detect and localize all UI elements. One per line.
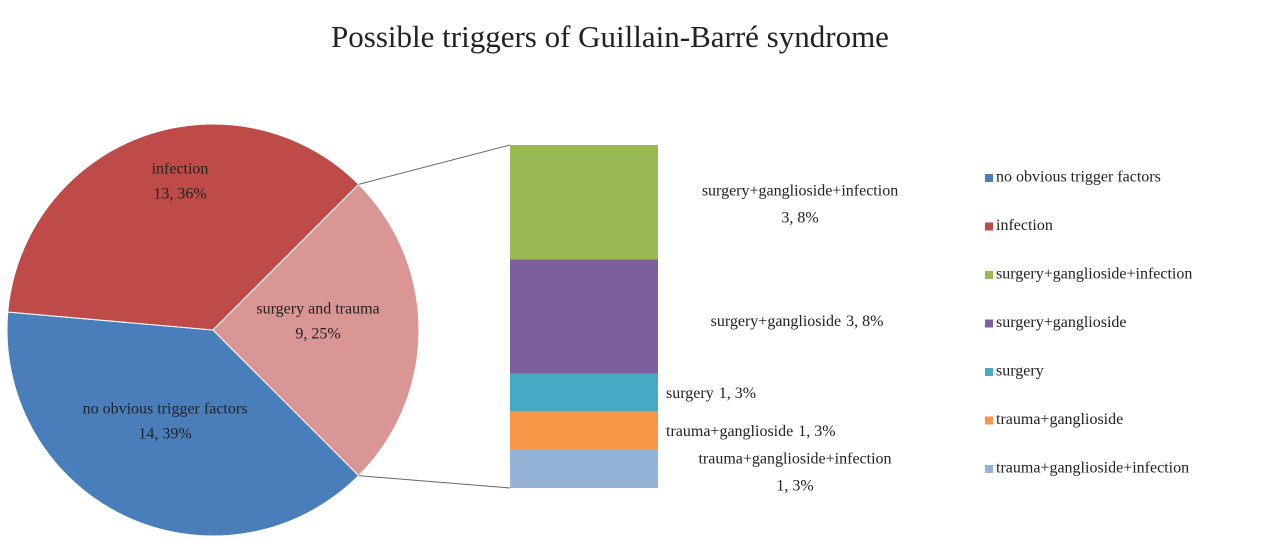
legend-item: trauma+ganglioside <box>985 411 1123 428</box>
legend-swatch <box>985 271 993 279</box>
bar-segment <box>510 259 658 374</box>
slice-value-label: 14, 39% <box>138 426 191 443</box>
legend-label: trauma+ganglioside+infection <box>996 460 1189 477</box>
legend-swatch <box>985 174 993 182</box>
legend-swatch <box>985 319 993 328</box>
legend-item: surgery+ganglioside+infection <box>985 266 1192 283</box>
bar-label: surgery+ganglioside <box>711 313 841 330</box>
bar-value-label: 1, 3% <box>719 385 756 402</box>
legend-label: surgery+ganglioside+infection <box>996 266 1192 283</box>
bar-value-label: 1, 3% <box>776 478 813 495</box>
slice-value-label: 13, 36% <box>153 186 206 203</box>
bar-label-group: trauma+ganglioside 1, 3% <box>666 423 836 440</box>
legend-swatch <box>985 368 993 376</box>
legend-label: no obvious trigger factors <box>996 169 1161 186</box>
bar-label: surgery+ganglioside+infection <box>702 183 898 200</box>
legend-label: trauma+ganglioside <box>996 411 1123 428</box>
legend-label: infection <box>996 217 1053 234</box>
bar-segment <box>510 145 658 260</box>
slice-label: no obvious trigger factors <box>83 401 248 418</box>
slice-label: infection <box>152 161 209 178</box>
bar-segment <box>510 373 658 412</box>
bar-label: surgery <box>666 385 714 402</box>
connector-line <box>358 475 511 489</box>
legend-swatch <box>985 465 993 473</box>
pie-slice <box>212 183 420 477</box>
bar-value-label: 3, 8% <box>846 313 883 330</box>
connector-line <box>358 144 511 185</box>
bar-label: trauma+ganglioside <box>666 423 793 440</box>
legend-item: infection <box>985 217 1053 234</box>
legend-item: trauma+ganglioside+infection <box>985 460 1189 477</box>
slice-value-label: 9, 25% <box>295 326 340 343</box>
legend-item: surgery+ganglioside <box>985 314 1126 331</box>
legend-item: no obvious trigger factors <box>985 169 1161 186</box>
slice-label: surgery and trauma <box>256 301 379 318</box>
legend-label: surgery <box>996 363 1044 380</box>
legend-swatch <box>985 222 993 231</box>
bar-segment <box>510 449 658 488</box>
bar-segment <box>510 411 658 450</box>
chart-title: Possible triggers of Guillain-Barré synd… <box>331 19 889 54</box>
pie-slice <box>7 123 360 331</box>
legend-item: surgery <box>985 363 1044 380</box>
bar-label-group: surgery 1, 3% <box>666 385 756 402</box>
bar-value-label: 1, 3% <box>798 423 835 440</box>
bar-label: trauma+ganglioside+infection <box>698 451 891 468</box>
legend-label: surgery+ganglioside <box>996 314 1126 331</box>
legend-swatch <box>985 416 993 425</box>
bar-value-label: 3, 8% <box>781 210 818 227</box>
pie-slice <box>6 311 360 537</box>
bar-label-group: surgery+ganglioside 3, 8% <box>711 313 884 330</box>
